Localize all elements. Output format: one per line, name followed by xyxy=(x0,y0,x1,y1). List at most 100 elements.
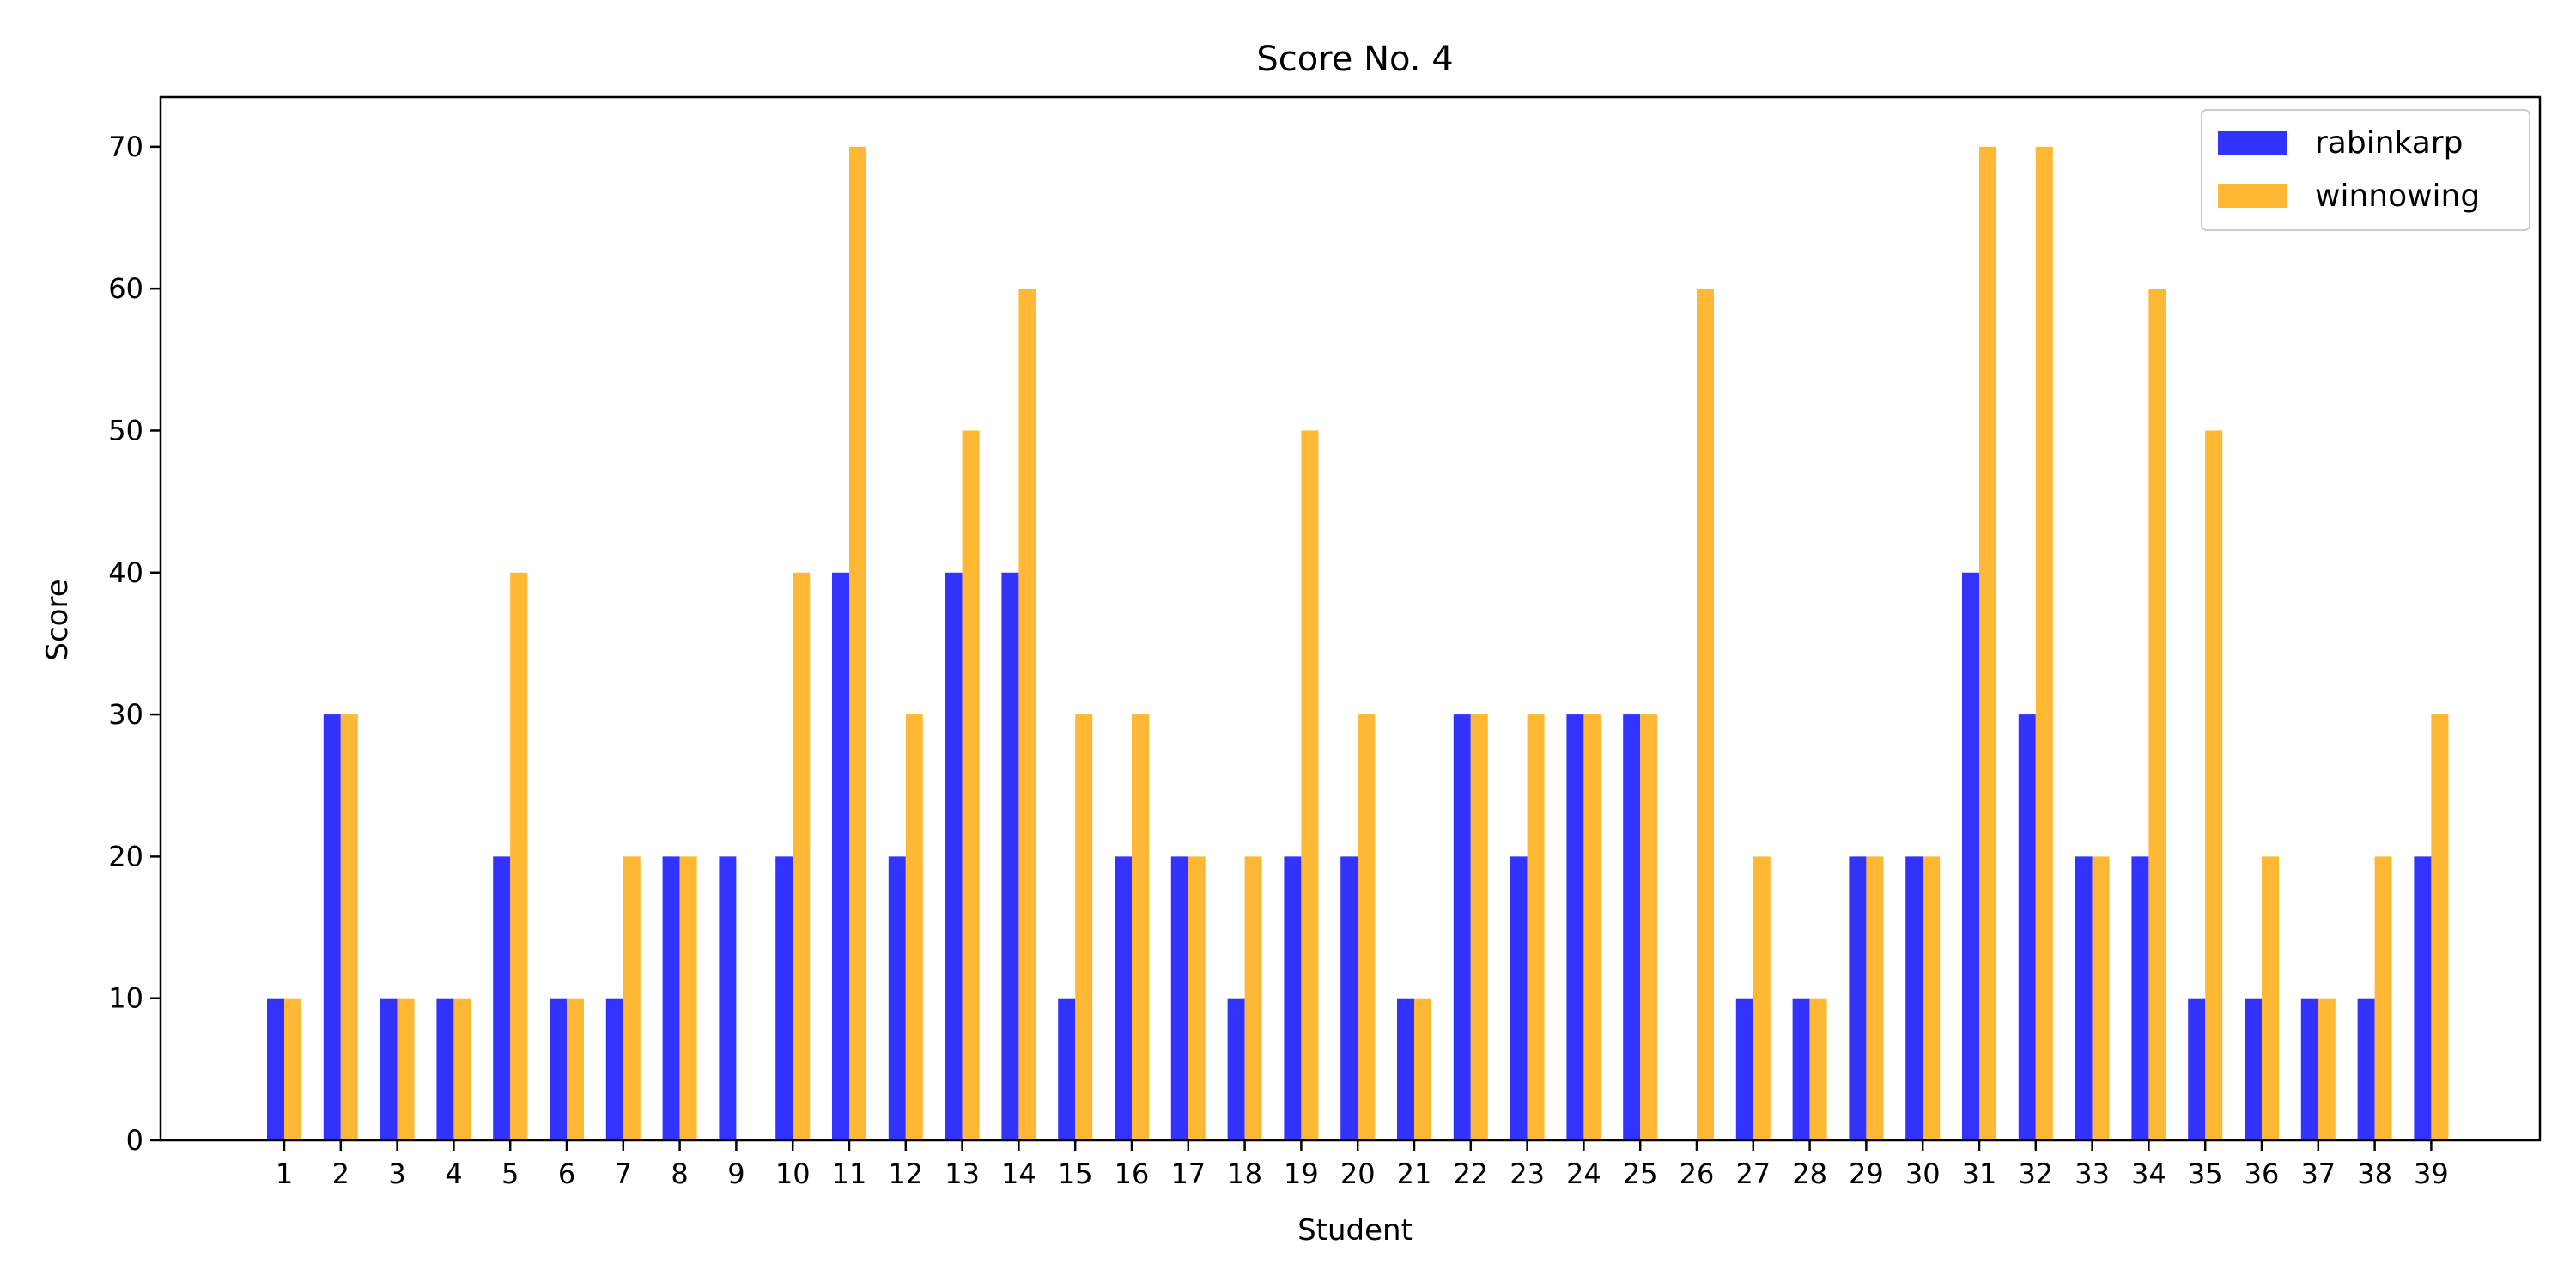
bar-winnowing-35 xyxy=(2205,430,2223,1141)
x-tick-label: 3 xyxy=(388,1157,405,1190)
bar-rabinkarp-21 xyxy=(1397,998,1414,1140)
x-tick-label: 30 xyxy=(1905,1157,1941,1190)
bar-rabinkarp-16 xyxy=(1115,856,1132,1140)
bar-rabinkarp-1 xyxy=(267,998,284,1140)
bar-rabinkarp-35 xyxy=(2188,998,2206,1140)
bar-rabinkarp-15 xyxy=(1058,998,1076,1140)
x-tick-label: 11 xyxy=(832,1157,867,1190)
bar-winnowing-15 xyxy=(1075,714,1093,1140)
bar-winnowing-13 xyxy=(962,430,980,1141)
bar-winnowing-1 xyxy=(284,998,301,1140)
legend: rabinkarp winnowing xyxy=(2201,109,2530,231)
x-axis-label: Student xyxy=(1297,1213,1413,1248)
bar-winnowing-2 xyxy=(340,714,358,1140)
x-tick-label: 9 xyxy=(727,1157,744,1190)
bar-rabinkarp-11 xyxy=(832,572,849,1140)
x-tick-label: 17 xyxy=(1170,1157,1206,1190)
x-tick-label: 19 xyxy=(1284,1157,1319,1190)
x-tick-label: 25 xyxy=(1623,1157,1658,1190)
bar-winnowing-22 xyxy=(1470,714,1488,1140)
bar-rabinkarp-8 xyxy=(662,856,680,1140)
y-tick-label: 70 xyxy=(108,131,143,163)
bar-winnowing-20 xyxy=(1358,714,1376,1140)
bar-rabinkarp-7 xyxy=(605,998,623,1140)
x-tick-label: 31 xyxy=(1962,1157,1997,1190)
bar-rabinkarp-32 xyxy=(2018,714,2036,1140)
x-tick-label: 23 xyxy=(1510,1157,1545,1190)
bar-winnowing-18 xyxy=(1244,856,1262,1140)
x-tick-label: 15 xyxy=(1058,1157,1093,1190)
bar-rabinkarp-28 xyxy=(1792,998,1810,1140)
x-tick-label: 14 xyxy=(1001,1157,1036,1190)
bar-rabinkarp-25 xyxy=(1623,714,1641,1140)
x-tick-label: 16 xyxy=(1115,1157,1150,1190)
legend-swatch-winnowing xyxy=(2218,184,2287,208)
x-tick-label: 21 xyxy=(1397,1157,1432,1190)
plot-frame xyxy=(159,95,2542,1142)
y-tick-label: 40 xyxy=(108,556,143,589)
bar-rabinkarp-36 xyxy=(2245,998,2262,1140)
x-tick-label: 28 xyxy=(1792,1157,1827,1190)
bar-winnowing-23 xyxy=(1527,714,1545,1140)
bar-winnowing-34 xyxy=(2148,289,2166,1140)
bar-winnowing-17 xyxy=(1188,856,1206,1140)
bar-rabinkarp-23 xyxy=(1510,856,1528,1140)
legend-label-rabinkarp: rabinkarp xyxy=(2315,125,2463,161)
bar-winnowing-26 xyxy=(1697,289,1714,1140)
bar-winnowing-31 xyxy=(1979,146,1996,1140)
x-tick-label: 6 xyxy=(558,1157,575,1190)
bar-rabinkarp-10 xyxy=(775,856,793,1140)
x-tick-label: 39 xyxy=(2414,1157,2449,1190)
bar-winnowing-32 xyxy=(2035,146,2053,1140)
y-tick-label: 20 xyxy=(108,840,143,872)
bar-rabinkarp-33 xyxy=(2075,856,2093,1140)
bar-rabinkarp-29 xyxy=(1849,856,1867,1140)
x-tick-label: 34 xyxy=(2131,1157,2166,1190)
bar-winnowing-6 xyxy=(567,998,584,1140)
legend-swatch-rabinkarp xyxy=(2218,131,2287,155)
x-tick-label: 36 xyxy=(2245,1157,2280,1190)
y-axis: 0 10 20 30 40 50 60 70 xyxy=(108,131,161,1157)
bar-rabinkarp-34 xyxy=(2131,856,2149,1140)
x-tick-label: 27 xyxy=(1735,1157,1771,1190)
bar-rabinkarp-22 xyxy=(1453,714,1471,1140)
bar-winnowing-27 xyxy=(1753,856,1771,1140)
x-axis: 1 2 3 4 5 6 7 8 9 10 11 12 13 14 15 16 17 18 19 20 21 22 23 24 2… xyxy=(276,1140,2449,1190)
bar-winnowing-36 xyxy=(2262,856,2279,1140)
bars-group xyxy=(267,146,2449,1141)
bar-winnowing-38 xyxy=(2374,856,2392,1140)
x-tick-label: 26 xyxy=(1680,1157,1715,1190)
y-tick-label: 0 xyxy=(126,1124,143,1157)
y-tick-label: 10 xyxy=(108,982,143,1015)
bar-winnowing-39 xyxy=(2431,714,2449,1140)
legend-label-winnowing: winnowing xyxy=(2315,179,2480,214)
x-tick-label: 10 xyxy=(775,1157,811,1190)
bar-winnowing-29 xyxy=(1866,856,1884,1140)
x-tick-label: 24 xyxy=(1566,1157,1601,1190)
bar-rabinkarp-30 xyxy=(1905,856,1923,1140)
bar-rabinkarp-5 xyxy=(493,856,511,1140)
bar-winnowing-14 xyxy=(1018,289,1036,1140)
bar-rabinkarp-19 xyxy=(1284,856,1302,1140)
x-tick-label: 7 xyxy=(615,1157,632,1190)
x-tick-label: 35 xyxy=(2188,1157,2223,1190)
x-tick-label: 37 xyxy=(2300,1157,2336,1190)
bar-winnowing-7 xyxy=(623,856,641,1140)
chart-title: Score No. 4 xyxy=(1256,39,1453,79)
bar-winnowing-30 xyxy=(1923,856,1941,1140)
x-tick-label: 12 xyxy=(888,1157,923,1190)
x-tick-label: 18 xyxy=(1227,1157,1262,1190)
bar-rabinkarp-17 xyxy=(1170,856,1188,1140)
bar-winnowing-4 xyxy=(453,998,471,1140)
x-tick-label: 5 xyxy=(501,1157,519,1190)
bar-winnowing-19 xyxy=(1301,430,1319,1141)
bar-rabinkarp-12 xyxy=(888,856,906,1140)
bar-rabinkarp-39 xyxy=(2414,856,2432,1140)
bar-rabinkarp-14 xyxy=(1001,572,1019,1140)
bar-winnowing-3 xyxy=(397,998,415,1140)
bar-rabinkarp-37 xyxy=(2300,998,2318,1140)
bar-rabinkarp-18 xyxy=(1227,998,1245,1140)
bar-rabinkarp-24 xyxy=(1566,714,1584,1140)
bar-winnowing-21 xyxy=(1414,998,1431,1140)
